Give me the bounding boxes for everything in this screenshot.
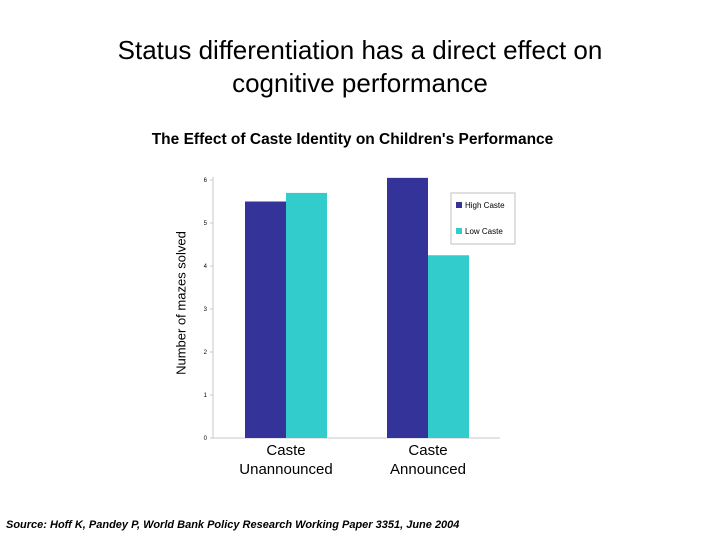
bar-low-caste [286,192,327,438]
slide-title-line1: Status differentiation has a direct effe… [117,35,603,65]
y-tick-label: 0 [204,436,208,442]
y-tick-label: 6 [204,178,208,184]
legend-swatch [456,228,462,234]
y-tick-label: 3 [204,307,208,313]
source-citation: Source: Hoff K, Pandey P, World Bank Pol… [6,519,460,531]
slide-title-line2: cognitive performance [232,68,488,98]
bar-low-caste [428,255,469,438]
legend-box [450,192,516,245]
legend-swatch [456,202,462,208]
y-tick-label: 2 [204,350,208,356]
category-label: Unannounced [239,461,332,478]
bar-high-caste [245,201,286,438]
slide-title: Status differentiation has a direct effe… [0,34,720,100]
chart-title: The Effect of Caste Identity on Children… [151,131,554,148]
category-label: Caste [408,442,447,459]
y-tick-label: 4 [204,264,208,270]
y-tick-label: 5 [204,221,208,227]
y-tick-label: 1 [204,393,208,399]
bar-high-caste [387,177,428,438]
legend-label: High Caste [465,201,505,210]
category-label: Announced [390,461,466,478]
legend-label: Low Caste [465,227,503,236]
category-label: Caste [266,442,305,459]
